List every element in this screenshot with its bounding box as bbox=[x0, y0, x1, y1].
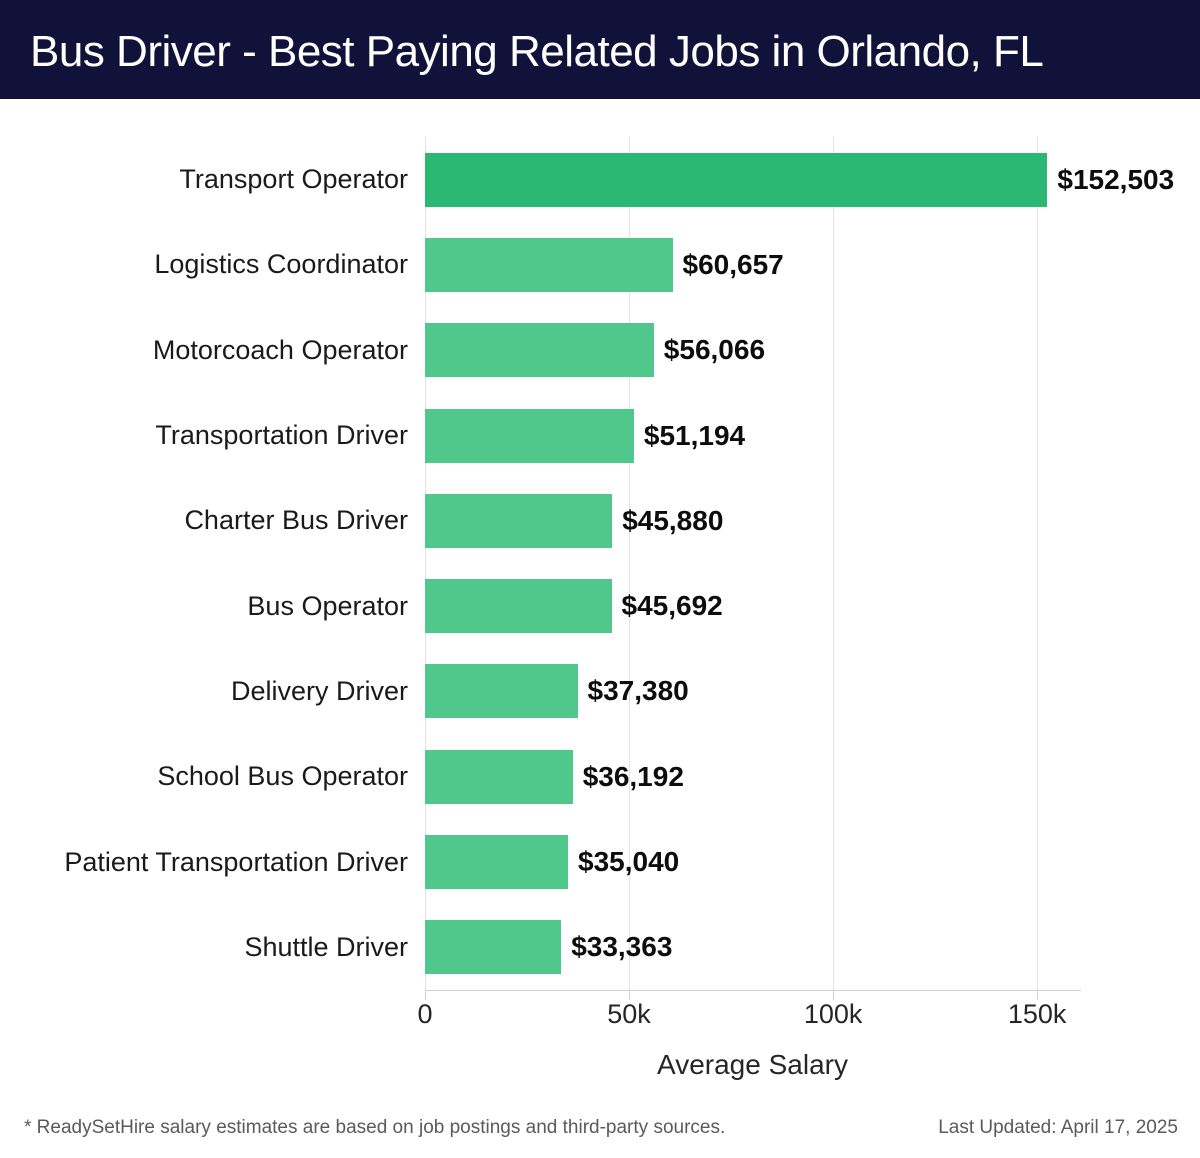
chart-row: Delivery Driver $37,380 bbox=[0, 649, 1200, 734]
chart-row: Patient Transportation Driver $35,040 bbox=[0, 819, 1200, 904]
axis-tick bbox=[425, 990, 426, 1000]
bar bbox=[425, 920, 562, 975]
chart-row: Motorcoach Operator $56,066 bbox=[0, 308, 1200, 393]
bar bbox=[425, 493, 613, 548]
value-label: $37,380 bbox=[587, 675, 689, 707]
bar bbox=[425, 237, 673, 292]
axis-tick bbox=[629, 990, 630, 1000]
bar-track: $51,194 bbox=[425, 408, 1080, 463]
bar-track: $56,066 bbox=[425, 323, 1080, 378]
category-label: Charter Bus Driver bbox=[184, 505, 408, 536]
chart-row: School Bus Operator $36,192 bbox=[0, 734, 1200, 819]
last-updated: Last Updated: April 17, 2025 bbox=[938, 1117, 1178, 1138]
bar-track: $36,192 bbox=[425, 749, 1080, 804]
x-tick-label: 150k bbox=[1007, 999, 1067, 1029]
gridline bbox=[629, 137, 630, 990]
chart-row: Transportation Driver $51,194 bbox=[0, 393, 1200, 478]
bar bbox=[425, 749, 573, 804]
gridline bbox=[833, 137, 835, 990]
bar-track: $152,503 bbox=[425, 152, 1174, 207]
category-label: Delivery Driver bbox=[230, 675, 408, 706]
value-label: $152,503 bbox=[1057, 163, 1175, 195]
gridlines bbox=[425, 137, 1080, 990]
category-label: Transportation Driver bbox=[155, 420, 408, 451]
gridline bbox=[425, 137, 426, 990]
chart-row: Charter Bus Driver $45,880 bbox=[0, 478, 1200, 563]
category-label: Transport Operator bbox=[179, 164, 408, 195]
value-label: $60,657 bbox=[682, 248, 784, 280]
category-label: Shuttle Driver bbox=[244, 931, 408, 962]
chart-row: Shuttle Driver $33,363 bbox=[0, 905, 1200, 990]
value-label: $45,692 bbox=[621, 590, 723, 622]
x-axis-line bbox=[425, 990, 1081, 991]
x-tick-label: 100k bbox=[803, 999, 863, 1029]
bar bbox=[425, 579, 612, 634]
axis-tick bbox=[1037, 990, 1039, 1000]
category-label: Patient Transportation Driver bbox=[64, 846, 408, 877]
bar bbox=[425, 835, 568, 890]
chart-row: Transport Operator $152,503 bbox=[0, 137, 1200, 222]
value-label: $45,880 bbox=[622, 504, 724, 536]
value-label: $56,066 bbox=[663, 334, 766, 366]
header: Bus Driver - Best Paying Related Jobs in… bbox=[0, 0, 1200, 99]
bar-track: $45,880 bbox=[425, 493, 1080, 548]
value-label: $35,040 bbox=[578, 846, 680, 878]
bar-track: $37,380 bbox=[425, 664, 1080, 719]
value-label: $33,363 bbox=[571, 931, 673, 963]
bar bbox=[425, 323, 654, 378]
axis-tick bbox=[833, 990, 835, 1000]
chart-row: Bus Operator $45,692 bbox=[0, 563, 1200, 648]
value-label: $51,194 bbox=[643, 419, 746, 451]
category-label: Bus Operator bbox=[247, 590, 408, 621]
bar bbox=[425, 664, 578, 719]
chart-row: Logistics Coordinator $60,657 bbox=[0, 222, 1200, 307]
bar bbox=[425, 152, 1048, 207]
bar bbox=[425, 408, 634, 463]
bar-track: $45,692 bbox=[425, 579, 1080, 634]
category-label: School Bus Operator bbox=[157, 761, 408, 792]
x-tick-label: 50k bbox=[607, 999, 651, 1029]
category-label: Motorcoach Operator bbox=[152, 334, 408, 365]
gridline bbox=[1037, 137, 1039, 990]
page-title: Bus Driver - Best Paying Related Jobs in… bbox=[30, 26, 1044, 76]
bar-chart: Transport Operator $152,503 Logistics Coor… bbox=[0, 99, 1200, 1158]
chart-rows: Transport Operator $152,503 Logistics Coor… bbox=[0, 137, 1200, 990]
bar-track: $60,657 bbox=[425, 237, 1080, 292]
value-label: $36,192 bbox=[582, 760, 684, 792]
bar-track: $35,040 bbox=[425, 835, 1080, 890]
bar-track: $33,363 bbox=[425, 920, 1080, 975]
footer-note: * ReadySetHire salary estimates are base… bbox=[24, 1117, 726, 1138]
category-label: Logistics Coordinator bbox=[154, 249, 408, 280]
x-axis-title: Average Salary bbox=[657, 1049, 848, 1080]
x-tick-label: 0 bbox=[417, 999, 433, 1029]
